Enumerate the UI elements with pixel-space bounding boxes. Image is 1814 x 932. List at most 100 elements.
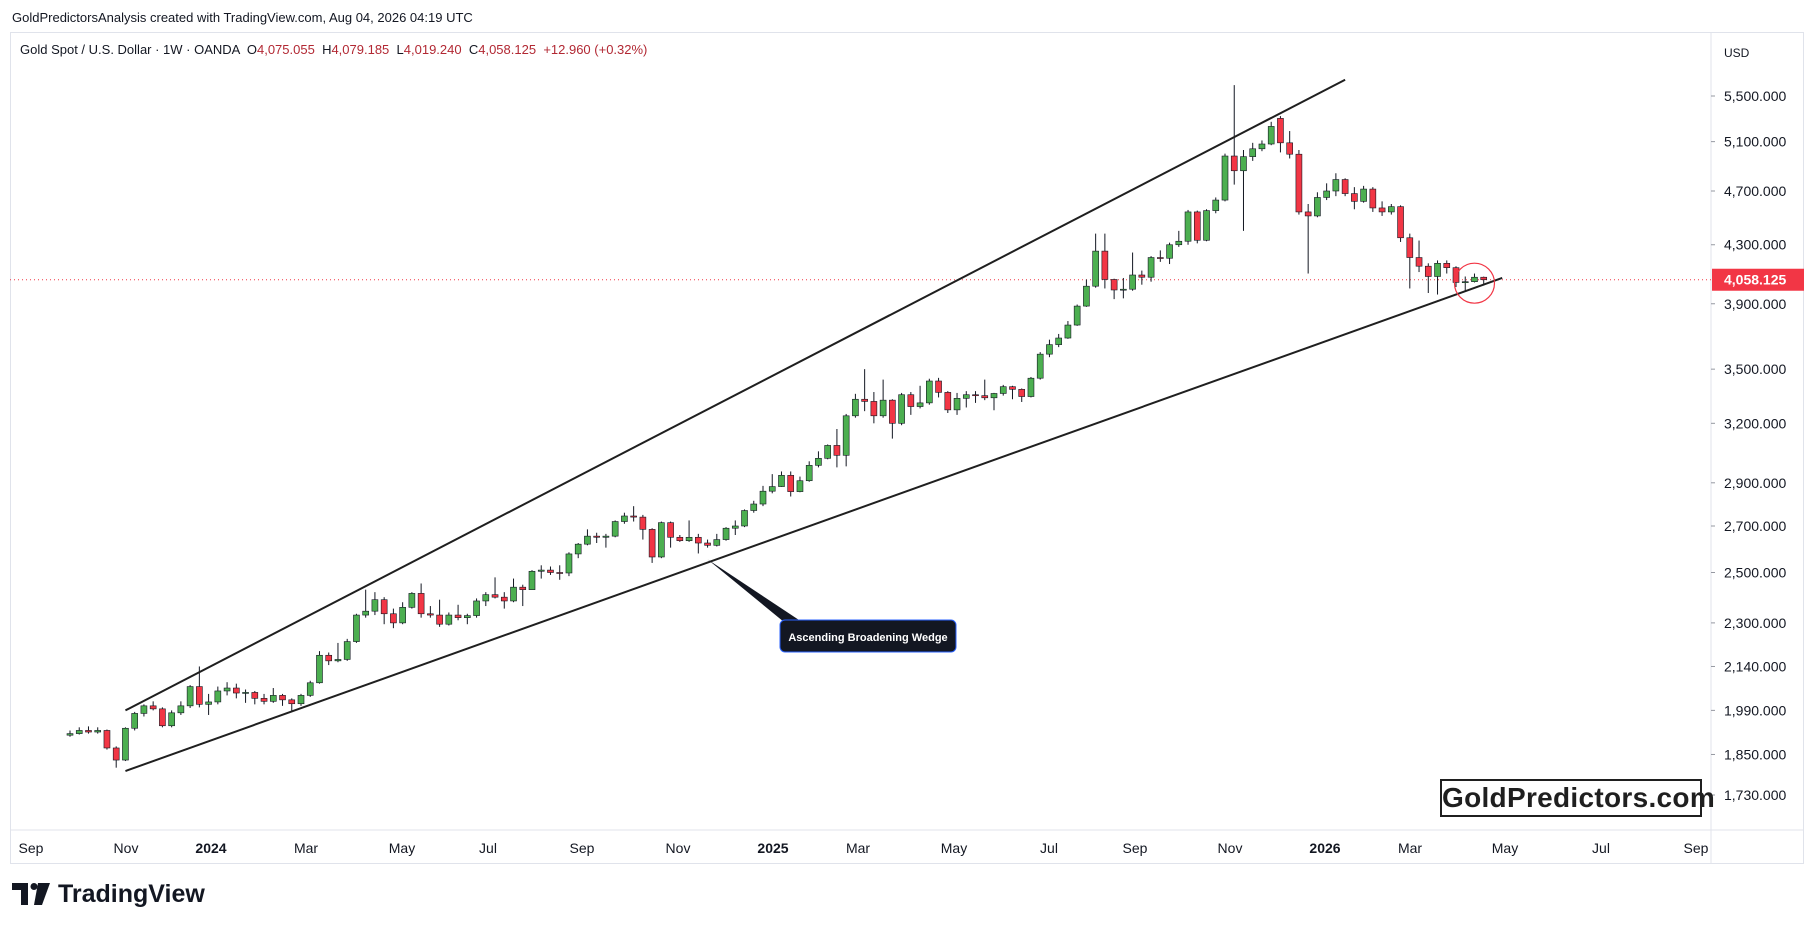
candle (168, 710, 175, 728)
time-tick-label: Jul (479, 840, 497, 856)
candle-body (1073, 305, 1081, 326)
highlight-circle[interactable] (1453, 262, 1496, 304)
candle-body (1304, 211, 1312, 217)
candle (796, 476, 804, 493)
candle-body (1415, 257, 1423, 267)
candle (787, 471, 795, 497)
candle (223, 682, 231, 696)
candle-body (436, 614, 443, 625)
candle-body (926, 380, 933, 404)
callout-box[interactable] (779, 619, 957, 653)
candle-body (1230, 155, 1238, 172)
candle-body (907, 394, 915, 407)
candle-body (1424, 265, 1432, 277)
time-tick-label: May (941, 840, 967, 856)
price-tick-label: 3,200.000 (1724, 415, 1786, 431)
candle (593, 532, 600, 544)
candle (408, 592, 416, 609)
candle (870, 392, 878, 424)
candle (186, 685, 194, 708)
candle (94, 727, 102, 734)
open-value: 4,075.055 (256, 42, 315, 57)
candle-body (103, 730, 111, 749)
candle-body (214, 690, 222, 703)
candle-body (288, 699, 296, 705)
candle (704, 539, 711, 548)
candle (1286, 131, 1293, 159)
current-price-tag (1712, 268, 1804, 291)
candle-body (140, 705, 148, 714)
candle (695, 533, 702, 554)
candle (962, 391, 970, 408)
candle (75, 727, 83, 735)
candle-body (1286, 142, 1293, 155)
candle (417, 583, 425, 618)
candle-body (1092, 250, 1099, 287)
candle-body (1147, 257, 1155, 278)
candle (112, 746, 120, 768)
wedge-annotation[interactable]: Ascending Broadening Wedge (707, 559, 957, 653)
price-axis[interactable]: 5,500.000 5,100.000 4,700.000 4,300.000 3,90… (1711, 88, 1804, 803)
candle-body (1434, 263, 1441, 277)
candle (907, 392, 915, 415)
candle-body (1175, 240, 1183, 246)
candle (999, 384, 1007, 396)
candle-body (602, 535, 610, 538)
candle (1184, 209, 1192, 245)
time-tick-label: Sep (1123, 840, 1148, 856)
candle (316, 651, 323, 684)
tradingview-logo[interactable]: TradingView (12, 880, 205, 908)
candle (1267, 121, 1275, 146)
candle-body (722, 527, 730, 540)
candle (1147, 256, 1155, 282)
candle-body (648, 529, 656, 558)
time-tick-label: May (389, 840, 415, 856)
candle (233, 683, 240, 699)
candle-body (658, 522, 665, 558)
candle (953, 392, 961, 415)
candle (1341, 178, 1349, 197)
chart-frame (10, 32, 1804, 864)
candle-body (962, 394, 970, 399)
candle (149, 701, 157, 711)
candle-body (500, 596, 508, 602)
candle-body (565, 553, 573, 574)
candle (861, 369, 868, 412)
candle-body (1157, 257, 1164, 259)
candle (1471, 273, 1478, 283)
candle-body (1046, 344, 1053, 355)
candle (1221, 153, 1229, 202)
candle-body (1120, 288, 1127, 291)
symbol-legend[interactable]: Gold Spot / U.S. Dollar · 1W · OANDA O4,… (20, 42, 647, 57)
candle (306, 680, 314, 697)
candle (1304, 203, 1312, 274)
candle-body (1471, 276, 1478, 282)
trendline-upper[interactable] (124, 78, 1346, 712)
trendline-lower[interactable] (125, 277, 1503, 772)
candle (935, 377, 942, 398)
candle-body (1110, 279, 1118, 291)
candle-body (556, 572, 564, 574)
candle-body (66, 733, 74, 736)
candle-body (1406, 237, 1414, 258)
currency-selector[interactable]: USD (1724, 46, 1750, 60)
candle-body (131, 713, 138, 729)
candle-body (759, 490, 767, 505)
candle (852, 393, 859, 418)
candle (1073, 304, 1081, 326)
time-axis[interactable]: Sep Nov 2024 Mar May Jul Sep Nov 2025 Mar May Jul Se… (19, 840, 1709, 856)
candle (1193, 210, 1201, 244)
price-tick-label: 2,300.000 (1724, 615, 1786, 631)
candle (242, 689, 249, 703)
candle-body (528, 570, 536, 590)
candle-body (685, 536, 693, 542)
candle (833, 429, 841, 468)
candle (362, 589, 369, 618)
candle-body (223, 687, 231, 692)
candle-body (667, 522, 674, 538)
candle-body (260, 698, 268, 702)
candle-body (168, 712, 175, 727)
candle (916, 385, 924, 409)
candle (815, 451, 822, 468)
